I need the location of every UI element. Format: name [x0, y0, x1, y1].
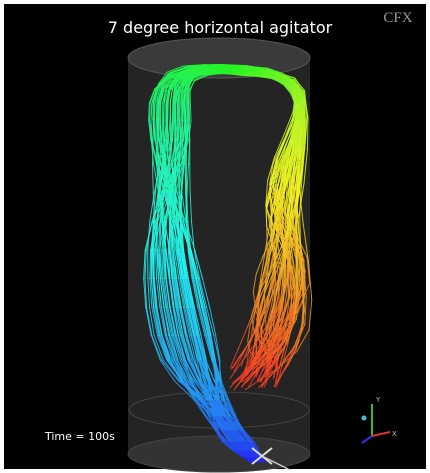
- viewport: 7 degree horizontal agitator CFX Time = …: [0, 0, 430, 473]
- streamline-segment: [177, 99, 178, 118]
- streamline-segment: [300, 101, 301, 121]
- axis-x-label: X: [392, 430, 397, 438]
- streamline-segment: [186, 192, 187, 221]
- streamline-segment: [186, 140, 187, 164]
- streamline-segment: [175, 104, 176, 120]
- axis-dot: [362, 416, 367, 421]
- axis-y-label: Y: [375, 396, 381, 404]
- streamline-segment: [152, 250, 153, 278]
- streamline-segment: [167, 119, 168, 140]
- title: 7 degree horizontal agitator: [108, 18, 333, 37]
- streamline-segment: [157, 105, 158, 121]
- streamline-segment: [149, 103, 150, 120]
- streamline-segment: [155, 100, 156, 119]
- page: 7 degree horizontal agitator CFX Time = …: [0, 0, 430, 473]
- logo: CFX: [383, 10, 412, 26]
- streamline-segment: [190, 104, 191, 120]
- streamline-segment: [151, 250, 152, 278]
- time-label: Time = 100s: [44, 430, 115, 443]
- streamline-segment: [266, 209, 267, 227]
- streamline-segment: [267, 227, 268, 251]
